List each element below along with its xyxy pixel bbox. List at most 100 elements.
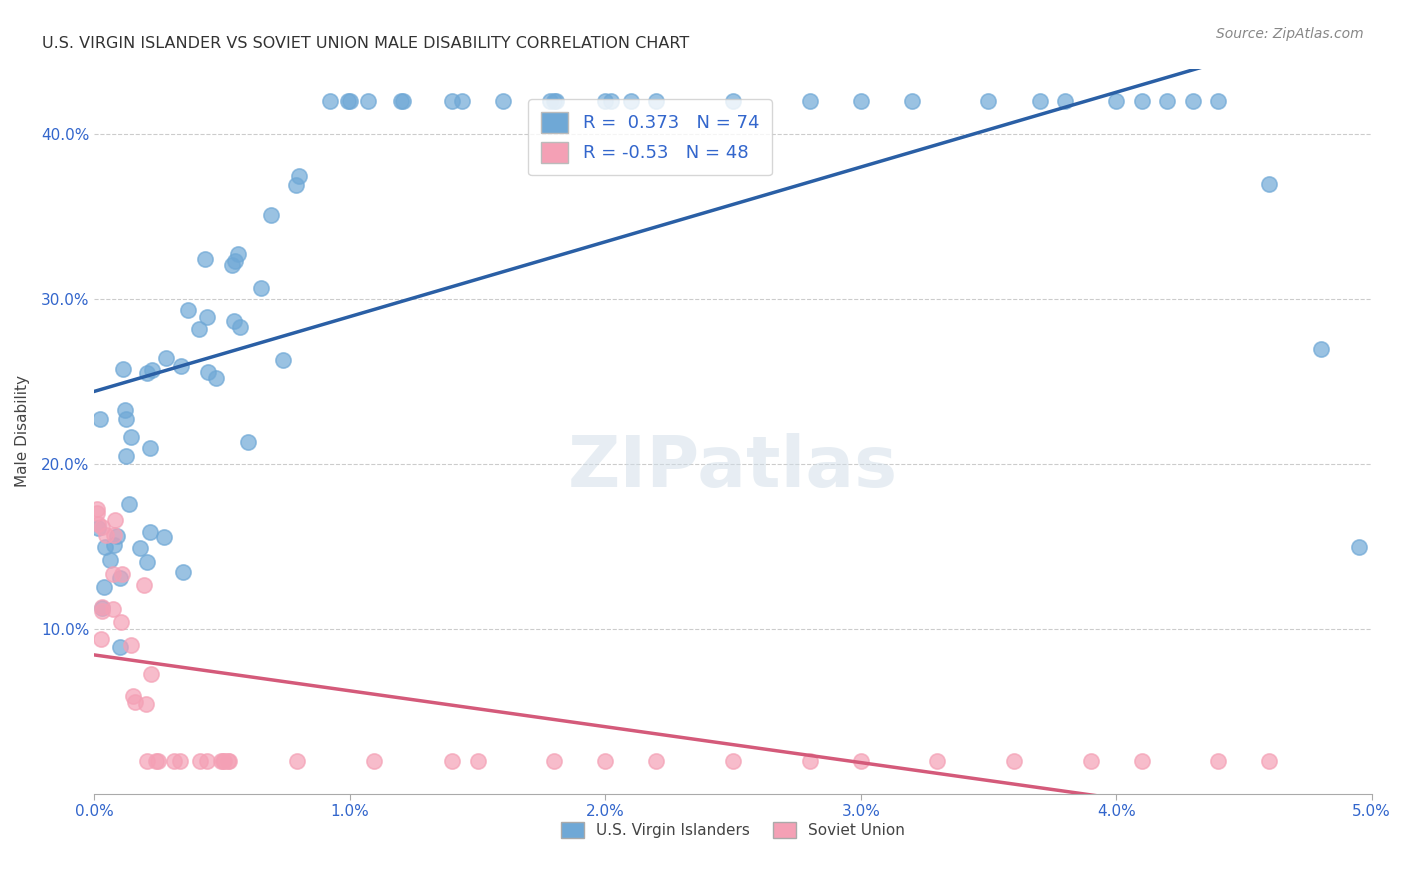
Point	[155, 351, 177, 365]
Point	[250, 281, 273, 295]
Point	[114, 412, 136, 426]
Point	[1309, 342, 1331, 356]
Point	[363, 754, 385, 768]
Point	[110, 640, 132, 655]
Point	[451, 95, 474, 109]
Point	[96, 527, 118, 541]
Point	[391, 95, 413, 109]
Point	[212, 754, 235, 768]
Point	[228, 320, 250, 334]
Point	[538, 95, 561, 109]
Point	[91, 600, 114, 615]
Point	[236, 434, 259, 449]
Point	[86, 506, 108, 520]
Text: ZIPatlas: ZIPatlas	[568, 433, 898, 502]
Point	[163, 754, 186, 768]
Point	[319, 95, 342, 109]
Point	[110, 566, 132, 581]
Point	[1130, 754, 1153, 768]
Point	[849, 95, 872, 109]
Point	[120, 430, 142, 444]
Point	[799, 95, 821, 109]
Point	[849, 754, 872, 768]
Point	[543, 754, 565, 768]
Point	[169, 754, 191, 768]
Point	[91, 520, 114, 534]
Point	[141, 667, 163, 681]
Point	[209, 754, 232, 768]
Point	[645, 754, 668, 768]
Point	[1054, 95, 1077, 109]
Point	[357, 95, 380, 109]
Point	[1130, 95, 1153, 109]
Point	[89, 412, 111, 426]
Point	[799, 754, 821, 768]
Point	[124, 695, 146, 709]
Legend: U.S. Virgin Islanders, Soviet Union: U.S. Virgin Islanders, Soviet Union	[555, 816, 911, 845]
Point	[117, 497, 139, 511]
Point	[271, 352, 294, 367]
Point	[441, 95, 464, 109]
Point	[1208, 95, 1230, 109]
Point	[86, 502, 108, 516]
Point	[1181, 95, 1204, 109]
Point	[1258, 754, 1281, 768]
Point	[112, 361, 135, 376]
Point	[543, 95, 565, 109]
Point	[212, 754, 235, 768]
Y-axis label: Male Disability: Male Disability	[15, 376, 30, 487]
Point	[595, 95, 617, 109]
Point	[467, 754, 489, 768]
Point	[218, 754, 240, 768]
Point	[135, 754, 157, 768]
Point	[226, 247, 249, 261]
Point	[141, 363, 163, 377]
Point	[221, 259, 243, 273]
Point	[1080, 754, 1102, 768]
Point	[194, 252, 217, 266]
Point	[93, 580, 115, 594]
Point	[114, 403, 136, 417]
Point	[1156, 95, 1178, 109]
Point	[195, 310, 218, 324]
Point	[94, 540, 117, 554]
Point	[172, 565, 194, 579]
Point	[492, 95, 515, 109]
Point	[145, 754, 167, 768]
Point	[103, 538, 125, 552]
Point	[110, 615, 132, 629]
Point	[721, 754, 744, 768]
Point	[170, 359, 193, 374]
Point	[217, 754, 239, 768]
Point	[544, 95, 567, 109]
Point	[136, 366, 159, 380]
Point	[389, 95, 412, 109]
Text: U.S. VIRGIN ISLANDER VS SOVIET UNION MALE DISABILITY CORRELATION CHART: U.S. VIRGIN ISLANDER VS SOVIET UNION MAL…	[42, 36, 689, 51]
Point	[204, 370, 226, 384]
Point	[90, 632, 112, 647]
Point	[336, 95, 359, 109]
Point	[107, 529, 129, 543]
Point	[86, 521, 108, 535]
Point	[132, 578, 155, 592]
Point	[87, 517, 110, 532]
Point	[645, 95, 668, 109]
Point	[120, 639, 142, 653]
Point	[1002, 754, 1025, 768]
Point	[139, 525, 162, 540]
Point	[197, 365, 219, 379]
Point	[91, 604, 114, 618]
Point	[188, 322, 211, 336]
Point	[901, 95, 924, 109]
Point	[260, 208, 283, 222]
Point	[977, 95, 1000, 109]
Point	[600, 95, 623, 109]
Point	[927, 754, 949, 768]
Text: Source: ZipAtlas.com: Source: ZipAtlas.com	[1216, 27, 1364, 41]
Point	[101, 567, 124, 582]
Point	[1347, 540, 1369, 554]
Point	[110, 571, 132, 585]
Point	[122, 689, 145, 703]
Point	[1258, 177, 1281, 191]
Point	[721, 95, 744, 109]
